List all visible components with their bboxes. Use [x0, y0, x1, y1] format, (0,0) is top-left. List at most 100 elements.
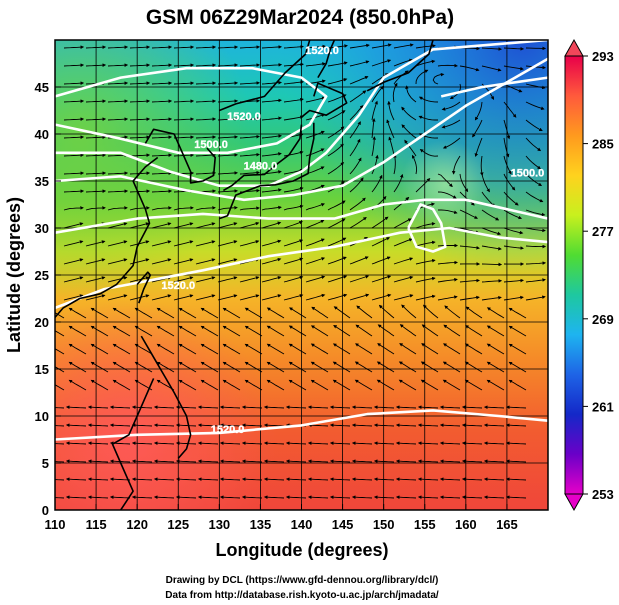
streamline [327, 61, 348, 67]
streamline [217, 153, 239, 157]
streamline [349, 43, 370, 49]
streamline [395, 423, 417, 427]
streamline [332, 379, 351, 391]
streamline [85, 99, 107, 103]
streamline [173, 222, 194, 229]
streamline [63, 222, 84, 229]
streamline [244, 361, 263, 373]
streamline [459, 209, 479, 219]
streamline [129, 294, 150, 301]
streamline [222, 307, 241, 319]
streamline [283, 257, 304, 265]
streamline [419, 148, 439, 157]
coastline [300, 82, 348, 118]
colorbar-tick-label: 269 [592, 312, 614, 327]
streamline [439, 405, 461, 409]
streamline [305, 238, 325, 247]
streamline [508, 325, 527, 337]
streamline [444, 305, 461, 319]
streamline [386, 119, 395, 139]
streamline [261, 80, 282, 85]
streamline [197, 441, 219, 445]
streamline [261, 98, 282, 103]
streamline [283, 275, 304, 283]
streamline [85, 45, 107, 49]
contour-label: 1520.0 [211, 424, 245, 436]
streamline [441, 101, 461, 111]
y-axis-label: Latitude (degrees) [4, 197, 24, 353]
streamline [329, 441, 351, 445]
streamline [263, 405, 285, 409]
contour-label: 1500.0 [194, 139, 228, 151]
streamline [195, 45, 217, 49]
streamline [415, 177, 431, 193]
streamline [217, 205, 238, 211]
streamline [288, 343, 307, 355]
streamline [376, 379, 395, 391]
streamline [219, 477, 241, 481]
streamline [222, 379, 241, 391]
streamline [195, 276, 216, 283]
streamline [63, 294, 84, 301]
streamline [371, 100, 378, 121]
streamline [421, 343, 439, 355]
streamline [503, 101, 517, 118]
streamline [461, 441, 483, 445]
streamline [443, 343, 461, 355]
streamline [55, 407, 65, 409]
streamline [486, 379, 505, 391]
streamline [156, 307, 175, 319]
streamline [239, 170, 260, 175]
streamline [503, 295, 524, 301]
streamline [525, 191, 544, 203]
streamline [481, 65, 502, 72]
streamline [415, 258, 436, 265]
streamline [373, 477, 395, 481]
streamline [285, 459, 307, 463]
streamline [305, 44, 326, 49]
streamline [377, 343, 395, 355]
streamline [85, 135, 107, 139]
streamline [283, 294, 304, 301]
streamline [371, 293, 392, 301]
streamline [195, 99, 217, 103]
streamline [217, 135, 239, 139]
streamline [266, 325, 285, 337]
streamline [239, 294, 260, 301]
streamline [65, 495, 87, 499]
streamline [443, 324, 461, 337]
streamline [261, 257, 282, 265]
streamline [442, 137, 461, 149]
streamline [55, 497, 65, 499]
streamline [354, 379, 373, 391]
streamline [503, 209, 523, 220]
streamline [503, 191, 519, 206]
streamline [486, 361, 505, 373]
streamline [332, 343, 351, 355]
streamline [151, 99, 173, 103]
streamline [131, 441, 153, 445]
streamline [283, 168, 304, 175]
height-contour [440, 76, 548, 98]
streamline [131, 423, 153, 427]
streamline [263, 495, 285, 499]
streamline [411, 154, 417, 175]
streamline [197, 495, 219, 499]
streamline [399, 324, 417, 337]
contour-label: 1520.0 [161, 280, 195, 292]
streamline [87, 441, 109, 445]
y-tick-label: 0 [42, 503, 49, 518]
streamline [129, 135, 151, 139]
streamline [525, 278, 546, 283]
coastline [111, 378, 155, 510]
streamline [87, 405, 109, 409]
streamline [239, 134, 260, 139]
streamline [219, 423, 241, 427]
streamline [107, 258, 128, 265]
streamline [129, 99, 151, 103]
streamline [261, 134, 282, 139]
streamline [285, 405, 307, 409]
streamline [481, 173, 490, 193]
streamline [310, 361, 329, 373]
streamline [129, 153, 151, 157]
